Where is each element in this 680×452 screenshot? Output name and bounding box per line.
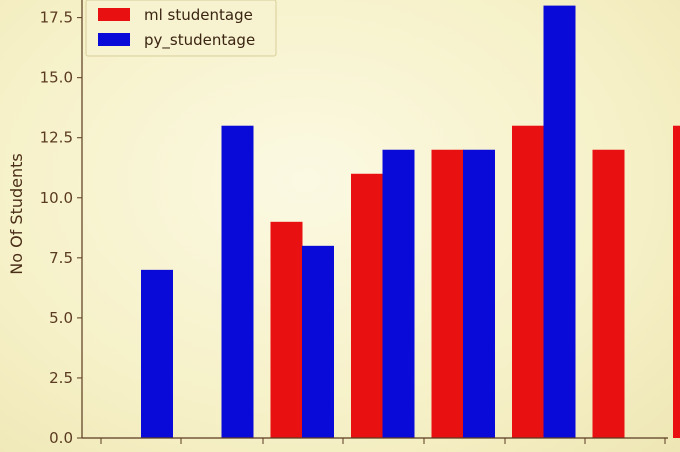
y-axis: 0.0 2.5 5.0 7.5 10.0 12.5 15.0 17.5 [40,0,83,447]
bar-ml-g6 [592,149,625,438]
x-axis [82,437,668,444]
legend-label-py: py_studentage [144,31,255,50]
legend-swatch-ml [98,8,130,21]
y-tick-label: 10.0 [40,189,73,207]
y-tick-label: 0.0 [49,429,73,447]
bar-ml-g3 [351,173,383,438]
y-tick-label: 2.5 [49,369,73,387]
bar-ml-g2 [270,221,303,438]
bar-ml-g4 [431,149,464,438]
bar-ml-g7 [673,125,680,438]
y-axis-label: No Of Students [7,153,26,274]
bar-py-g1 [141,269,173,438]
y-tick-label: 12.5 [40,129,73,147]
legend-box [85,0,277,57]
bar-py-g4 [382,149,415,438]
plot-area [141,5,680,438]
legend: ml studentage py_studentage [85,0,277,57]
y-tick-label: 7.5 [49,249,73,267]
bar-py-g5 [463,149,495,438]
bar-py-g3 [302,245,334,438]
y-tick-label: 5.0 [49,309,73,327]
legend-label-ml: ml studentage [144,6,253,24]
legend-swatch-py [98,33,130,46]
bar-ml-g5 [512,125,544,438]
y-tick-label: 17.5 [40,9,73,27]
y-tick-label: 15.0 [40,69,73,87]
bar-py-g2 [221,125,254,438]
bar-py-g6 [543,5,576,438]
